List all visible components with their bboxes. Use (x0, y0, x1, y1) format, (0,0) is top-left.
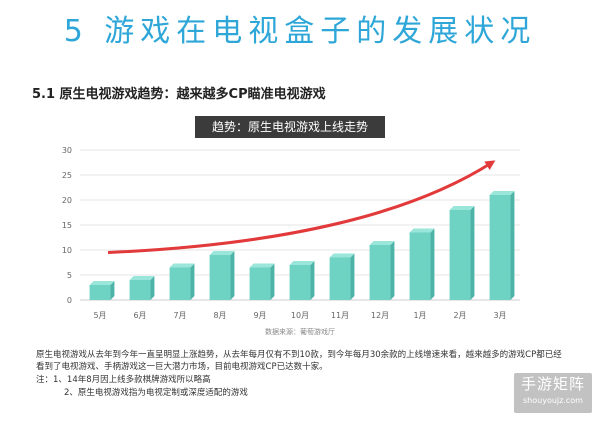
x-tick-label: 2月 (453, 311, 466, 320)
y-tick-label: 20 (62, 196, 72, 205)
note-2: 2、原生电视游戏指为电视定制或深度适配的游戏 (64, 388, 248, 398)
watermark-name: 手游矩阵 (520, 375, 585, 393)
bar (449, 206, 475, 300)
bar (209, 251, 235, 300)
bar (369, 241, 395, 300)
bar (89, 281, 115, 300)
note-1: 注：1、14年8月因上线多款棋牌游戏所以略高 (36, 375, 211, 385)
y-tick-label: 0 (67, 296, 72, 305)
x-tick-label: 7月 (173, 311, 186, 320)
bar-chart: 0 5 10 15 20 25 30 5月 6月 7月 8月 9月 10月 11月 12月 1月 2月 3月 数据… (62, 146, 520, 336)
x-tick-label: 3月 (493, 311, 506, 320)
watermark-logo: 手游矩阵 shouyoujz.com (514, 373, 592, 413)
y-tick-label: 5 (67, 271, 72, 280)
section-title: 5.1 原生电视游戏趋势：越来越多CP瞄准电视游戏 (32, 87, 326, 102)
x-tick-label: 6月 (133, 311, 146, 320)
trend-arrow (107, 160, 496, 254)
bar (249, 263, 275, 300)
bar (289, 261, 315, 300)
chart-title: 趋势：原生电视游戏上线走势 (195, 116, 385, 138)
page-title: 5 游戏在电视盒子的发展状况 (63, 14, 537, 49)
bar (409, 228, 435, 300)
description-text: 原生电视游戏从去年到今年一直呈明显上涨趋势，从去年每月仅有不到10款，到今年每月… (36, 350, 562, 372)
x-tick-label: 9月 (253, 311, 266, 320)
x-tick-label: 12月 (371, 311, 389, 320)
bar (489, 191, 515, 300)
x-tick-label: 11月 (331, 311, 349, 320)
x-tick-label: 10月 (291, 311, 309, 320)
y-tick-label: 10 (62, 246, 72, 255)
x-tick-label: 1月 (413, 311, 426, 320)
notes: 注：1、14年8月因上线多款棋牌游戏所以略高 2、原生电视游戏指为电视定制或深度… (36, 374, 248, 400)
bar (329, 253, 355, 300)
x-tick-label: 8月 (213, 311, 226, 320)
x-tick-label: 5月 (93, 311, 106, 320)
y-tick-label: 25 (62, 171, 72, 180)
watermark-url: shouyoujz.com (523, 396, 583, 405)
y-tick-label: 15 (62, 221, 72, 230)
bar (169, 263, 195, 300)
bar (129, 276, 155, 300)
y-tick-label: 30 (62, 146, 72, 155)
data-source-label: 数据来源：葡萄游戏厅 (265, 327, 335, 336)
